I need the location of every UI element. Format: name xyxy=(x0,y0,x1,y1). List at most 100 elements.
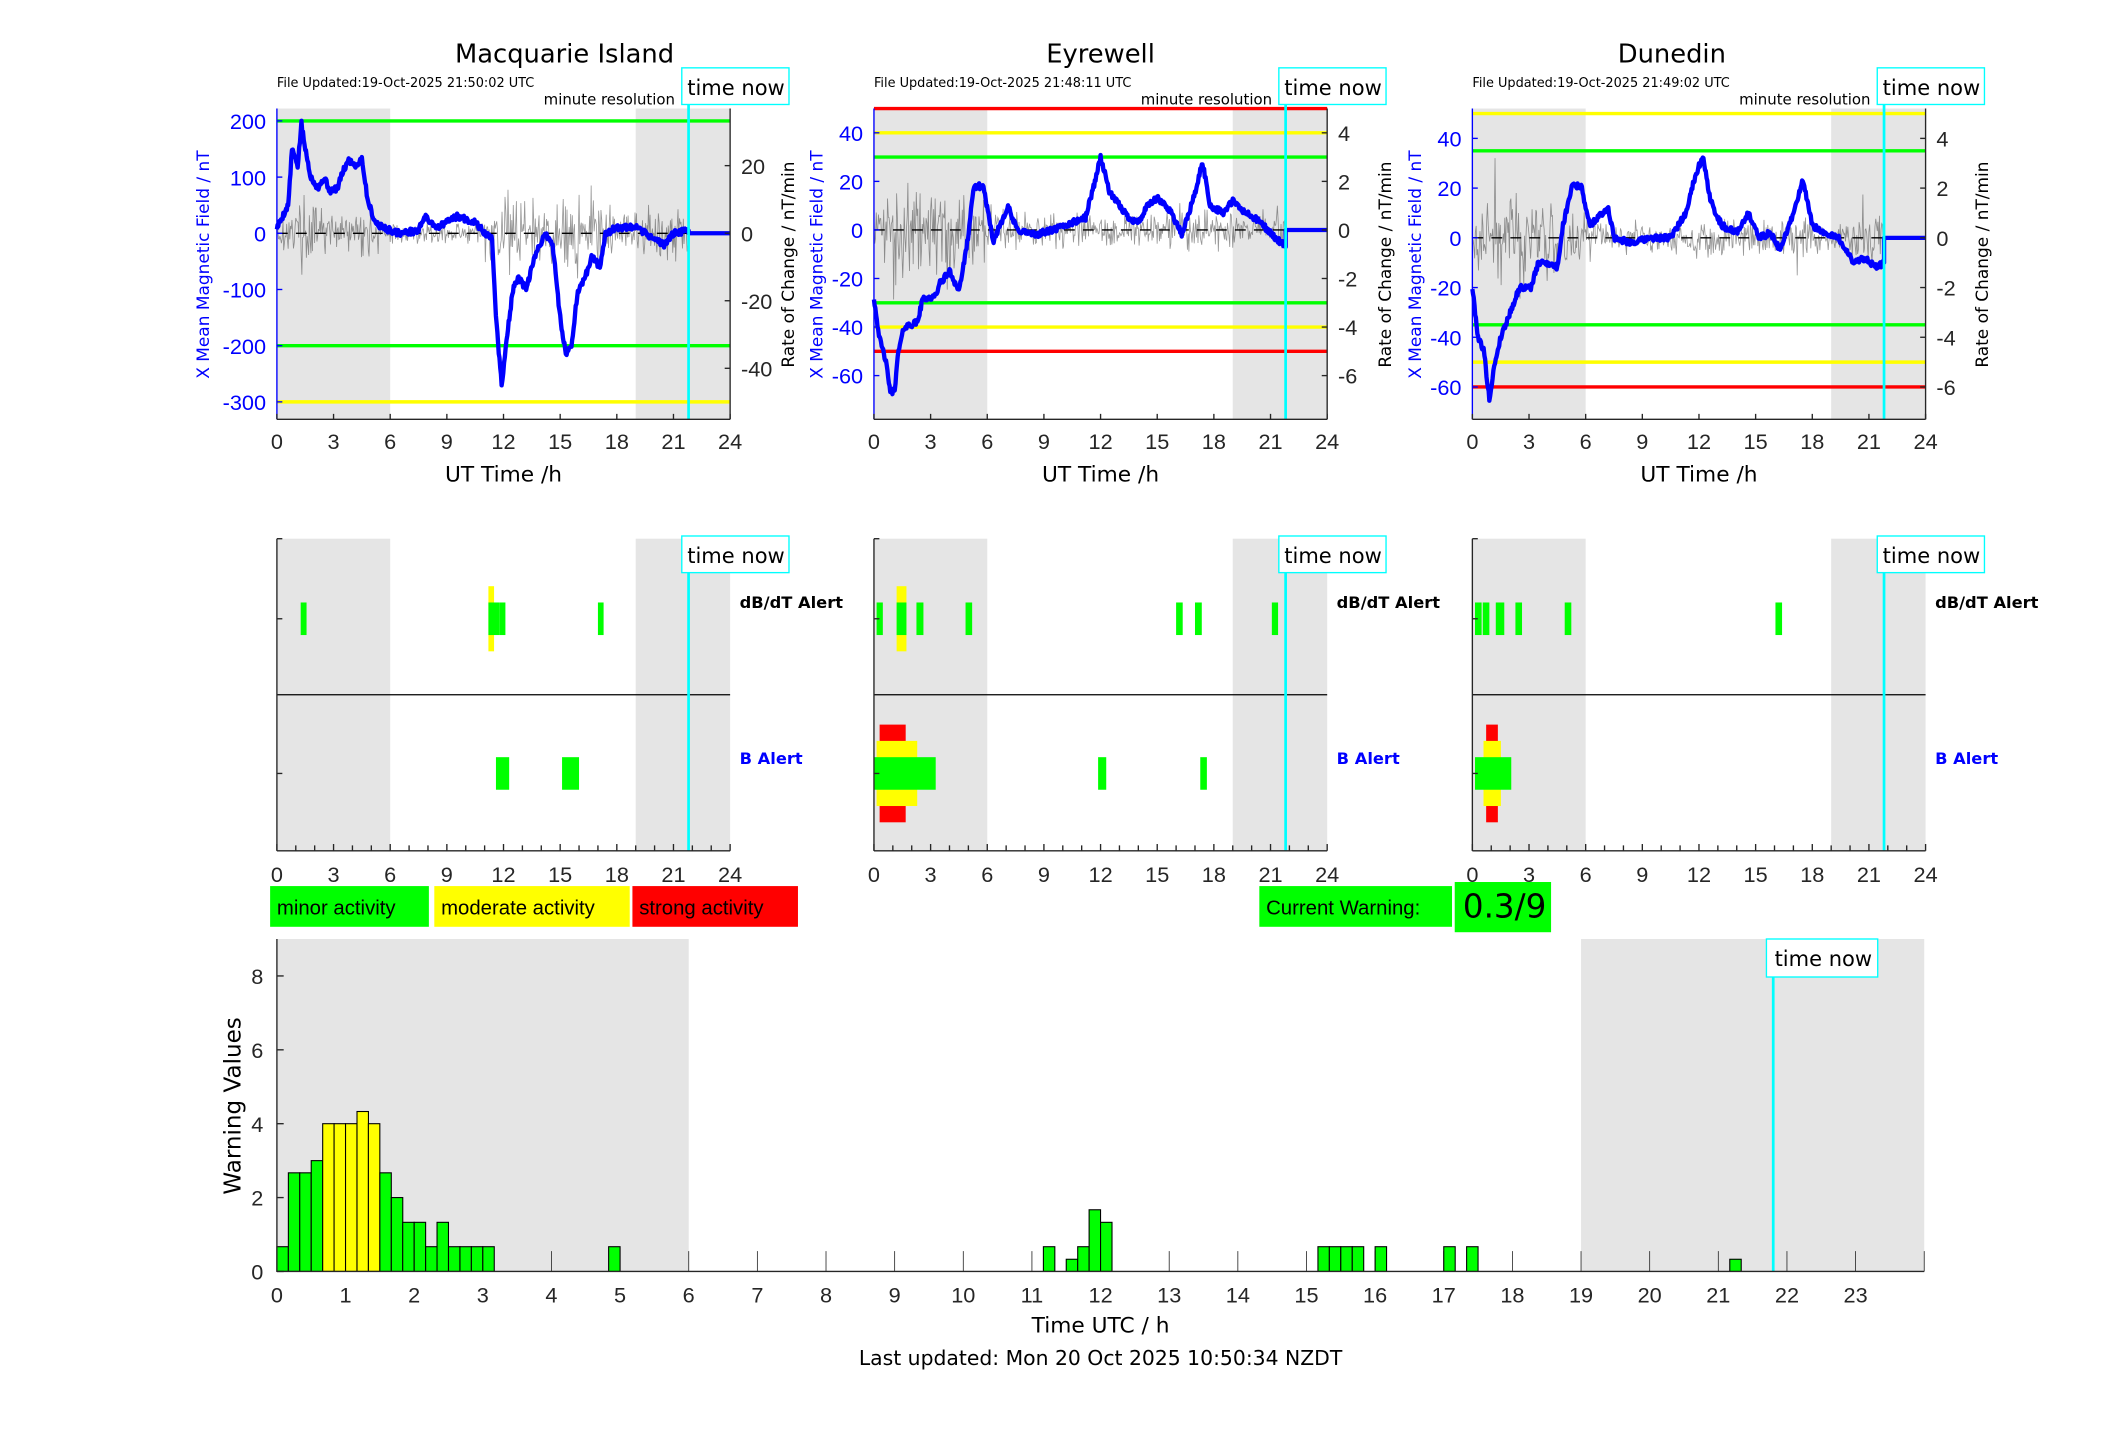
b-alert-bar xyxy=(562,757,580,790)
alert-x-tick-label: 24 xyxy=(718,862,742,887)
warning-bar xyxy=(276,1246,289,1272)
warning-bar xyxy=(1466,1246,1479,1272)
warning-bar xyxy=(1100,1221,1113,1272)
alert-x-tick-label: 6 xyxy=(1580,862,1592,887)
resolution-label: minute resolution xyxy=(1141,90,1272,108)
x-tick-label: 24 xyxy=(1914,429,1938,454)
warning-bar xyxy=(310,1160,324,1272)
y-axis-label: Warning Values xyxy=(220,1017,246,1194)
warning-bar xyxy=(1340,1246,1353,1272)
night-shading xyxy=(873,108,988,420)
x-tick-label: 15 xyxy=(1145,429,1169,454)
x-tick-label: 15 xyxy=(1294,1283,1318,1308)
time-now-box: time now xyxy=(681,67,790,106)
dbdt-alert-bar xyxy=(300,602,307,636)
right-axis-label: Rate of Change / nT/min xyxy=(1972,162,1992,368)
dbdt-alert-bar xyxy=(1475,602,1482,636)
current-warning-value-box xyxy=(1454,882,1552,933)
warning-bar xyxy=(482,1246,495,1272)
alert-x-tick-label: 15 xyxy=(1145,862,1169,887)
legend-swatch xyxy=(270,886,429,927)
alert-x-tick-label: 24 xyxy=(1315,862,1339,887)
x-tick-label: 1 xyxy=(340,1283,352,1308)
warning-bar xyxy=(1065,1258,1079,1272)
dbdt-alert-bar xyxy=(1515,602,1523,636)
time-now-label: time now xyxy=(1775,946,1873,971)
legend-swatch xyxy=(632,886,798,927)
x-tick-label: 24 xyxy=(1315,429,1339,454)
current-warning: Current Warning: 0.3/9 xyxy=(1259,882,1552,933)
alert-panel: 0 3 6 9 12 15 18 21 24 dB/dT Alert B Alert time now xyxy=(1466,535,2039,887)
warning-bar xyxy=(1374,1246,1388,1272)
warning-bar xyxy=(470,1246,484,1272)
x-axis-label: UT Time /h xyxy=(445,463,562,488)
b-alert-label: B Alert xyxy=(1935,749,1998,768)
x-tick-label: 20 xyxy=(1638,1283,1662,1308)
warning-bar xyxy=(333,1123,347,1272)
right-tick-label: 20 xyxy=(741,154,765,179)
time-now-box: time now xyxy=(1876,535,1986,574)
warning-bar xyxy=(379,1172,392,1272)
x-tick-label: 7 xyxy=(751,1283,763,1308)
dbdt-alert-bar xyxy=(499,602,506,636)
warning-bar xyxy=(459,1246,472,1272)
left-tick-label: 0 xyxy=(1449,226,1461,251)
warning-bar xyxy=(390,1197,404,1272)
b-alert-bar xyxy=(1098,757,1107,790)
time-now-box: time now xyxy=(1278,67,1387,106)
legend-item-minor-activity: minor activity xyxy=(270,886,429,927)
right-tick-label: -2 xyxy=(1936,276,1955,301)
alert-x-tick-label: 3 xyxy=(1523,862,1535,887)
dbdt-alert-bar xyxy=(1176,602,1183,636)
legend-item-strong-activity: strong activity xyxy=(632,886,798,927)
x-axis-label: Time UTC / h xyxy=(1031,1314,1170,1339)
alert-x-tick-label: 3 xyxy=(925,862,937,887)
resolution-label: minute resolution xyxy=(544,90,675,108)
right-axis-label: Rate of Change / nT/min xyxy=(778,162,798,368)
x-tick-label: 21 xyxy=(1706,1283,1730,1308)
x-axis-label: UT Time /h xyxy=(1042,463,1159,488)
warning-bar xyxy=(436,1221,450,1272)
x-tick-label: 12 xyxy=(1088,429,1112,454)
alert-x-tick-label: 0 xyxy=(271,862,283,887)
warning-bar xyxy=(1729,1258,1742,1272)
right-tick-label: 0 xyxy=(1338,218,1350,243)
x-tick-label: 17 xyxy=(1432,1283,1456,1308)
left-tick-label: 20 xyxy=(1437,176,1461,201)
alert-x-tick-label: 3 xyxy=(328,862,340,887)
left-tick-label: 0 xyxy=(851,218,863,243)
alert-x-tick-label: 21 xyxy=(1857,862,1881,887)
alert-x-tick-label: 9 xyxy=(1636,862,1648,887)
dbdt-alert-label: dB/dT Alert xyxy=(740,593,844,612)
alert-x-tick-label: 18 xyxy=(605,862,629,887)
warning-bar xyxy=(299,1172,312,1272)
x-tick-label: 21 xyxy=(661,429,685,454)
night-shading xyxy=(1581,939,1925,1272)
warning-bar xyxy=(367,1123,381,1272)
right-tick-label: 4 xyxy=(1936,127,1948,152)
alert-x-tick-label: 12 xyxy=(491,862,515,887)
legend-label: minor activity xyxy=(277,898,397,920)
left-tick-label: 20 xyxy=(839,170,863,195)
x-tick-label: 0 xyxy=(271,1283,283,1308)
warning-bar xyxy=(1443,1246,1456,1272)
time-now-label: time now xyxy=(1284,75,1382,100)
x-tick-label: 13 xyxy=(1157,1283,1181,1308)
legend-label: moderate activity xyxy=(441,898,596,920)
x-tick-label: 22 xyxy=(1775,1283,1799,1308)
warning-bar xyxy=(447,1246,461,1272)
alert-panel: 0 3 6 9 12 15 18 21 24 dB/dT Alert B Alert time now xyxy=(868,535,1440,887)
dbdt-alert-bar xyxy=(965,602,973,636)
alert-x-tick-label: 21 xyxy=(1258,862,1282,887)
time-now-box: time now xyxy=(1765,938,1879,978)
x-tick-label: 9 xyxy=(1038,429,1050,454)
left-axis-label: X Mean Magnetic Field / nT xyxy=(193,150,213,379)
left-axis-label: X Mean Magnetic Field / nT xyxy=(806,150,826,379)
warning-bar xyxy=(1317,1246,1330,1272)
warning-bar xyxy=(287,1172,301,1272)
x-field-line xyxy=(1470,155,1927,403)
file-updated-text: File Updated:19-Oct-2025 21:49:02 UTC xyxy=(1472,76,1729,91)
